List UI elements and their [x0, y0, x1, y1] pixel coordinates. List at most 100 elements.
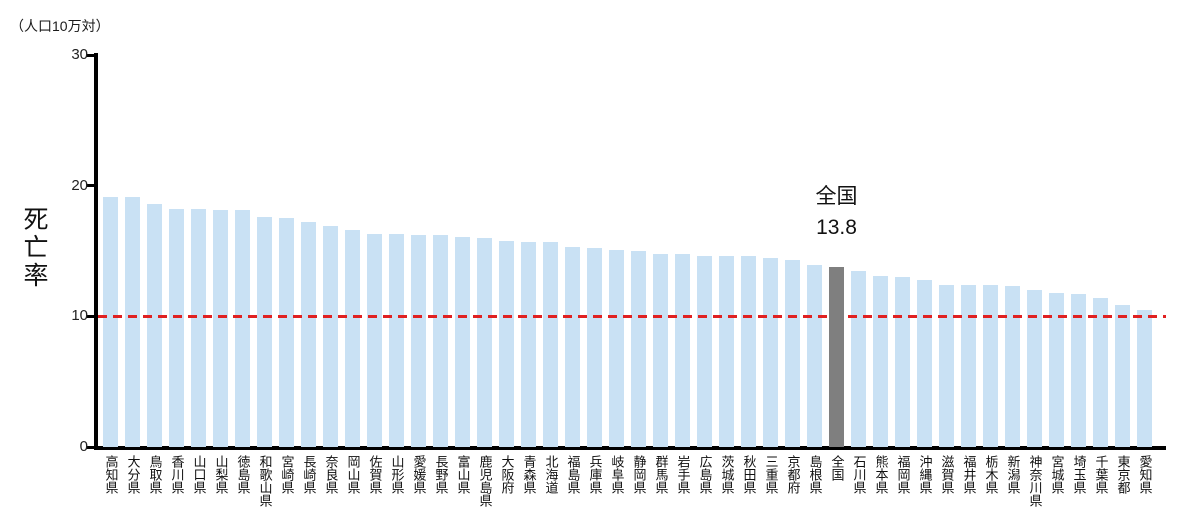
bar-神奈川県 — [1027, 290, 1042, 447]
x-label-奈良県: 奈良県 — [323, 455, 339, 494]
bar-佐賀県 — [367, 234, 382, 447]
x-label-秋田県: 秋田県 — [741, 455, 757, 494]
x-label-滋賀県: 滋賀県 — [939, 455, 955, 494]
y-tick-mark-20 — [86, 184, 94, 188]
x-label-熊本県: 熊本県 — [873, 455, 889, 494]
bar-山形県 — [389, 234, 404, 447]
x-label-全国: 全国 — [829, 455, 845, 481]
x-label-岡山県: 岡山県 — [345, 455, 361, 494]
bar-新潟県 — [1005, 286, 1020, 447]
x-label-石川県: 石川県 — [851, 455, 867, 494]
bar-滋賀県 — [939, 284, 954, 447]
national-average-annotation: 全国 13.8 — [816, 181, 858, 243]
bar-和歌山県 — [257, 217, 272, 447]
x-label-愛知県: 愛知県 — [1137, 455, 1153, 494]
y-tick-label-20: 20 — [71, 176, 88, 194]
x-label-香川県: 香川県 — [169, 455, 185, 494]
x-label-大阪府: 大阪府 — [499, 455, 515, 494]
x-label-長崎県: 長崎県 — [301, 455, 317, 494]
x-label-鳥取県: 鳥取県 — [147, 455, 163, 494]
bar-富山県 — [455, 236, 470, 447]
y-tick-mark-0 — [86, 445, 94, 449]
x-label-和歌山県: 和歌山県 — [257, 455, 273, 507]
x-label-佐賀県: 佐賀県 — [367, 455, 383, 494]
bar-岡山県 — [345, 230, 360, 447]
bar-茨城県 — [719, 256, 734, 447]
bar-福井県 — [961, 284, 976, 447]
bar-香川県 — [169, 209, 184, 447]
bar-山口県 — [191, 209, 206, 447]
bar-長野県 — [433, 235, 448, 447]
y-axis-line — [94, 53, 98, 449]
x-label-茨城県: 茨城県 — [719, 455, 735, 494]
x-label-福島県: 福島県 — [565, 455, 581, 494]
x-label-宮崎県: 宮崎県 — [279, 455, 295, 494]
bar-石川県 — [851, 270, 866, 447]
bar-秋田県 — [741, 256, 756, 447]
bar-北海道 — [543, 241, 558, 447]
x-label-千葉県: 千葉県 — [1093, 455, 1109, 494]
bar-千葉県 — [1093, 298, 1108, 447]
bar-全国 — [829, 266, 844, 447]
x-label-宮城県: 宮城県 — [1049, 455, 1065, 494]
x-label-山形県: 山形県 — [389, 455, 405, 494]
bar-鳥取県 — [147, 203, 162, 447]
x-label-京都府: 京都府 — [785, 455, 801, 494]
bar-東京都 — [1115, 304, 1130, 447]
annotation-value: 13.8 — [816, 216, 857, 239]
bar-高知県 — [103, 197, 118, 447]
bar-宮城県 — [1049, 292, 1064, 447]
bar-広島県 — [697, 256, 712, 447]
x-label-大分県: 大分県 — [125, 455, 141, 494]
bar-山梨県 — [213, 210, 228, 447]
bar-熊本県 — [873, 275, 888, 447]
bar-静岡県 — [631, 251, 646, 447]
x-label-愛媛県: 愛媛県 — [411, 455, 427, 494]
bar-愛媛県 — [411, 235, 426, 447]
x-label-福井県: 福井県 — [961, 455, 977, 494]
x-label-東京都: 東京都 — [1115, 455, 1131, 494]
bar-大分県 — [125, 197, 140, 447]
x-label-福岡県: 福岡県 — [895, 455, 911, 494]
y-tick-mark-10 — [86, 314, 94, 318]
bar-埼玉県 — [1071, 294, 1086, 447]
bar-長崎県 — [301, 222, 316, 447]
x-label-新潟県: 新潟県 — [1005, 455, 1021, 494]
unit-label: （人口10万対） — [10, 18, 110, 34]
x-label-長野県: 長野県 — [433, 455, 449, 494]
bar-奈良県 — [323, 226, 338, 447]
x-label-兵庫県: 兵庫県 — [587, 455, 603, 494]
bar-宮崎県 — [279, 218, 294, 447]
bar-岩手県 — [675, 253, 690, 447]
x-label-広島県: 広島県 — [697, 455, 713, 494]
x-label-青森県: 青森県 — [521, 455, 537, 494]
bar-栃木県 — [983, 284, 998, 447]
x-label-高知県: 高知県 — [103, 455, 119, 494]
reference-line — [98, 314, 1166, 318]
x-label-岩手県: 岩手県 — [675, 455, 691, 494]
y-tick-mark-30 — [86, 53, 94, 57]
bar-大阪府 — [499, 240, 514, 447]
bar-徳島県 — [235, 210, 250, 447]
x-label-群馬県: 群馬県 — [653, 455, 669, 494]
bar-京都府 — [785, 260, 800, 447]
x-label-山口県: 山口県 — [191, 455, 207, 494]
bar-福岡県 — [895, 277, 910, 447]
y-axis-title: 死亡率 — [20, 206, 48, 290]
x-label-神奈川県: 神奈川県 — [1027, 455, 1043, 507]
y-tick-label-10: 10 — [71, 307, 88, 325]
bar-青森県 — [521, 241, 536, 447]
bar-福島県 — [565, 247, 580, 447]
x-label-北海道: 北海道 — [543, 455, 559, 494]
x-label-徳島県: 徳島県 — [235, 455, 251, 494]
annotation-label: 全国 — [815, 185, 858, 208]
bar-沖縄県 — [917, 279, 932, 447]
bar-三重県 — [763, 257, 778, 447]
bar-岐阜県 — [609, 249, 624, 447]
x-label-島根県: 島根県 — [807, 455, 823, 494]
x-label-岐阜県: 岐阜県 — [609, 455, 625, 494]
x-axis-line — [94, 446, 1166, 450]
x-label-三重県: 三重県 — [763, 455, 779, 494]
x-label-鹿児島県: 鹿児島県 — [477, 455, 493, 507]
